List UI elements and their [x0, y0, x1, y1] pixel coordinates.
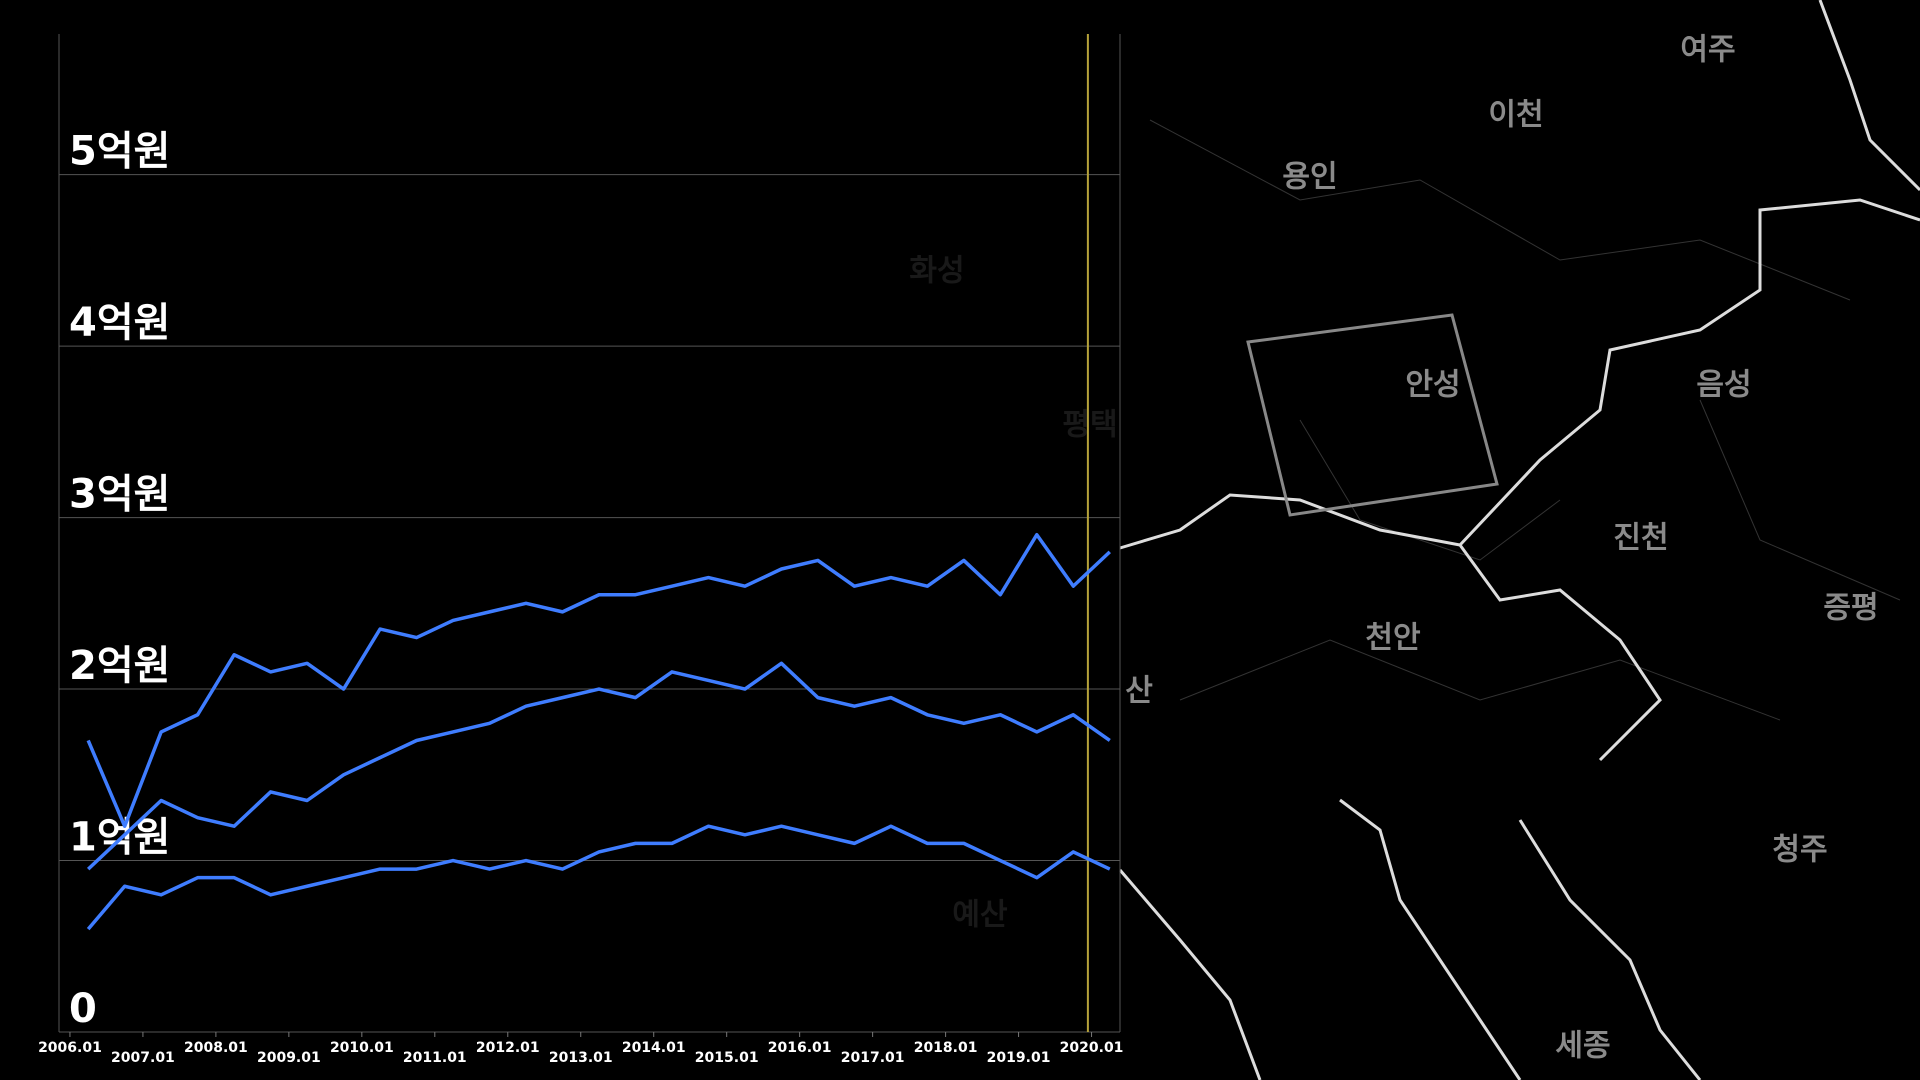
plot-background — [59, 34, 1120, 1032]
map-label: 안성 — [1405, 368, 1460, 403]
x-tick-label: 2008.01 — [184, 1040, 248, 1056]
map-label: 여주 — [1680, 33, 1735, 68]
x-tick-label: 2019.01 — [987, 1050, 1051, 1066]
map-label: 산 — [1125, 674, 1153, 709]
series-line — [86, 824, 1111, 931]
border — [1518, 819, 1702, 1080]
map-lines — [1149, 119, 1901, 721]
map-borders — [1118, 0, 1920, 1080]
y-tick-label: 2억원 — [69, 643, 170, 689]
map-label: 진천 — [1613, 521, 1668, 556]
x-tick-label: 2018.01 — [914, 1040, 978, 1056]
series-line — [86, 532, 1111, 828]
map-label: 이천 — [1488, 98, 1543, 133]
x-tick-label: 2016.01 — [768, 1040, 832, 1056]
y-tick-label: 0 — [69, 986, 97, 1032]
y-tick-label: 3억원 — [69, 472, 170, 518]
map-label: 음성 — [1696, 368, 1751, 403]
x-tick-label: 2015.01 — [695, 1050, 759, 1066]
x-tick-label: 2006.01 — [38, 1040, 102, 1056]
series-line — [86, 661, 1111, 871]
x-tick-label: 2011.01 — [403, 1050, 467, 1066]
border — [1458, 198, 1920, 547]
border — [1818, 0, 1920, 192]
x-tick-label: 2012.01 — [476, 1040, 540, 1056]
y-tick-label: 5억원 — [69, 129, 170, 175]
x-tick-label: 2014.01 — [622, 1040, 686, 1056]
x-tick-label: 2010.01 — [330, 1040, 394, 1056]
map-label: 용인 — [1282, 160, 1337, 195]
x-tick-label: 2009.01 — [257, 1050, 321, 1066]
map-label: 천안 — [1365, 621, 1421, 656]
map-label: 청주 — [1772, 833, 1827, 868]
y-tick-label: 4억원 — [69, 300, 170, 346]
border — [1339, 798, 1522, 1080]
map-label: 세종 — [1555, 1029, 1610, 1064]
x-tick-label: 2013.01 — [549, 1050, 613, 1066]
x-tick-label: 2017.01 — [841, 1050, 905, 1066]
border — [1118, 869, 1262, 1080]
x-tick-label: 2020.01 — [1060, 1040, 1124, 1056]
x-tick-label: 2007.01 — [111, 1050, 175, 1066]
map-label: 증평 — [1823, 591, 1878, 626]
map-minor-border — [1149, 119, 1901, 721]
selection-box — [1246, 313, 1499, 517]
